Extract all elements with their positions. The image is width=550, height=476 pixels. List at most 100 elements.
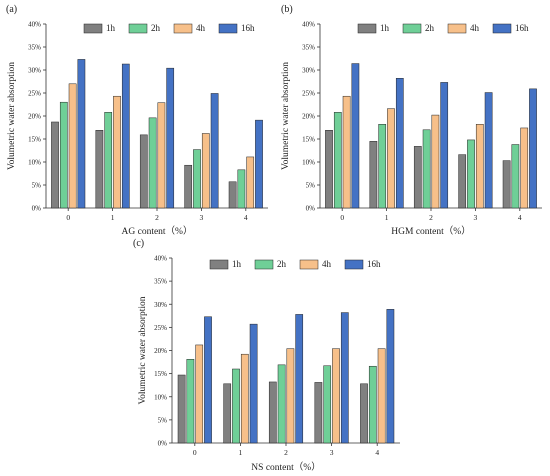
bar-2h-2 [422,129,431,209]
bar-16h-1 [249,323,258,444]
panel-label: (c) [133,238,144,249]
y-tick-label: 25% [28,90,41,98]
legend-swatch-2h [254,259,274,270]
y-tick-label: 25% [302,90,315,98]
legend: 1h 2h 4h 16h [83,23,255,34]
bar-16h-3 [210,93,219,209]
bar-4h-2 [286,348,295,444]
bar-4h-3 [201,133,210,209]
x-tick-label: 0 [340,213,344,222]
bar-4h-0 [68,83,77,209]
bar-2h-0 [59,101,68,209]
bar-1h-0 [51,121,59,209]
x-tick-label: 2 [429,213,433,222]
bar-16h-2 [295,314,304,444]
bar-1h-1 [95,130,104,209]
legend-label-16h: 16h [367,259,381,269]
y-tick-label: 15% [302,136,315,144]
bar-2h-1 [378,124,387,209]
bar-16h-4 [529,88,537,209]
bar-1h-1 [369,141,378,209]
panel-label: (a) [6,4,17,15]
x-tick-label: 1 [239,448,243,457]
x-tick-label: 3 [330,448,334,457]
bar-4h-3 [475,124,484,209]
bar-16h-4 [386,309,395,444]
x-tick-label: 1 [385,213,389,222]
y-tick-label: 15% [28,136,41,144]
y-axis-label: Volumetric water absorption [281,62,291,170]
bar-1h-0 [177,374,186,444]
legend-label-16h: 16h [515,23,529,33]
bar-16h-1 [395,78,404,209]
legend-label-1h: 1h [232,259,242,269]
y-tick-label: 30% [154,301,167,309]
bar-4h-1 [240,353,249,444]
legend-swatch-4h [173,23,193,34]
y-tick-label: 20% [154,347,167,355]
bar-4h-0 [342,95,351,209]
legend-label-4h: 4h [322,259,332,269]
bar-2h-3 [323,365,332,444]
y-tick-label: 30% [302,67,315,75]
bar-1h-3 [314,382,323,444]
bar-4h-0 [195,344,204,444]
y-tick-label: 35% [302,44,315,52]
y-tick-label: 35% [28,44,41,52]
panel-label: (b) [281,4,293,15]
bar-2h-0 [333,112,342,209]
bar-2h-2 [277,364,286,444]
y-tick-label: 0% [158,440,168,448]
bar-2h-2 [148,117,157,209]
legend: 1h 2h 4h 16h [209,259,381,270]
x-tick-label: 1 [111,213,115,222]
bar-2h-1 [232,368,240,444]
bar-4h-4 [520,127,529,209]
bar-1h-2 [268,381,277,444]
legend-swatch-16h [218,23,238,34]
legend-swatch-4h [447,23,467,34]
bar-2h-4 [511,144,520,209]
bar-16h-0 [77,59,86,209]
bar-1h-4 [228,181,237,209]
x-tick-label: 3 [200,213,204,222]
x-tick-label: 2 [155,213,159,222]
y-tick-label: 0% [306,205,316,213]
legend-swatch-2h [402,23,422,34]
y-tick-label: 40% [154,255,167,263]
y-tick-label: 35% [154,278,167,286]
y-tick-label: 0% [32,205,42,213]
x-tick-label: 4 [518,213,522,222]
bar-1h-3 [458,154,467,209]
bar-1h-4 [502,160,511,209]
x-axis-label: NS content（%） [251,461,320,473]
x-tick-label: 0 [66,213,70,222]
x-tick-label: 0 [193,448,197,457]
legend-label-4h: 4h [470,23,480,33]
bar-4h-4 [246,156,255,209]
y-tick-label: 30% [28,67,41,75]
y-axis-label: Volumetric water absorption [7,62,17,170]
bar-2h-4 [237,169,246,209]
x-tick-label: 4 [244,213,248,222]
y-tick-label: 10% [154,393,167,401]
bar-2h-3 [193,149,201,209]
y-tick-label: 40% [302,21,315,29]
legend-label-1h: 1h [380,23,390,33]
bar-16h-2 [440,82,449,209]
bar-4h-1 [387,108,395,209]
legend-label-2h: 2h [425,23,435,33]
bar-4h-2 [157,102,166,209]
legend-swatch-1h [209,259,229,270]
legend-swatch-1h [83,23,103,34]
legend-label-2h: 2h [277,259,287,269]
x-tick-label: 3 [474,213,478,222]
legend-swatch-16h [492,23,512,34]
y-tick-label: 5% [32,182,42,190]
bar-2h-0 [186,359,195,444]
legend-label-1h: 1h [106,23,116,33]
x-axis-label: HGM content（%） [391,225,470,237]
chart-panel-1: (a)0%5%10%15%20%25%30%35%40%0 1 2 3 41h 2h 4h 1… [6,4,268,237]
chart-panel-2: (b)0%5%10%15%20%25%30%35%40%0 1 2 3 41h 2h 4h 1… [281,4,542,237]
x-tick-label: 2 [284,448,288,457]
